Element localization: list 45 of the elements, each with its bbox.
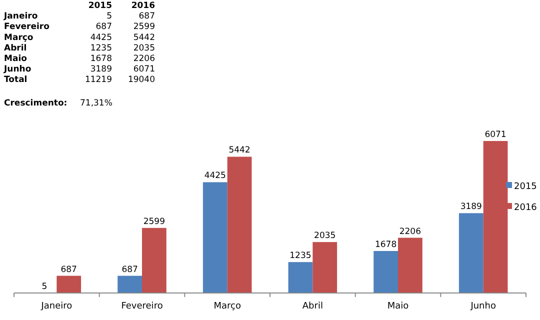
data-label: 2206 — [399, 226, 422, 237]
text: 2206 — [133, 54, 155, 64]
data-label: 4425 — [204, 171, 226, 182]
category-label: Junho — [4, 64, 32, 75]
x-tick-label: Janeiro — [40, 301, 73, 312]
text: 4425 — [90, 32, 112, 43]
text: 1235 — [90, 43, 112, 54]
text: 6071 — [133, 64, 155, 75]
data-label: 1235 — [290, 251, 312, 262]
data-label: 687 — [122, 264, 138, 275]
data-label: 1678 — [374, 240, 397, 250]
text: 1678 — [90, 54, 112, 64]
text: 2035 — [133, 43, 155, 54]
x-tick-label: Março — [214, 301, 242, 312]
category-label: Janeiro — [4, 12, 38, 22]
text: 5442 — [133, 32, 155, 43]
x-tick-label: Junho — [470, 301, 496, 312]
data-label: 687 — [60, 264, 77, 275]
category-label: Abril — [4, 43, 27, 54]
text: 2015 — [88, 1, 112, 11]
text: 11219 — [84, 75, 112, 86]
text: 687 — [138, 12, 155, 22]
category-label: Maio — [4, 54, 27, 64]
text: Total — [4, 75, 28, 86]
data-label: 3189 — [460, 202, 482, 212]
text: 2599 — [133, 22, 155, 32]
text: 2016 — [131, 1, 155, 11]
category-label: Março — [4, 32, 34, 43]
data-label: 5442 — [228, 146, 250, 156]
x-tick-label: Abril — [302, 301, 323, 312]
legend-label: 2016 — [514, 203, 538, 213]
data-label: 5 — [42, 282, 48, 292]
legend-label: 2015 — [514, 182, 537, 192]
text: 687 — [96, 22, 112, 32]
data-label: 2599 — [143, 216, 166, 227]
text: 5 — [106, 12, 112, 22]
text: 19040 — [128, 75, 155, 86]
x-tick-label: Maio — [387, 301, 410, 312]
category-label: Fevereiro — [4, 22, 50, 32]
text: 3189 — [90, 64, 112, 75]
data-label: 6071 — [484, 130, 506, 140]
text: Crescimento: — [4, 98, 68, 108]
text: 71,31% — [80, 98, 112, 108]
data-label: 2035 — [314, 231, 336, 242]
x-tick-label: Fevereiro — [121, 301, 164, 312]
